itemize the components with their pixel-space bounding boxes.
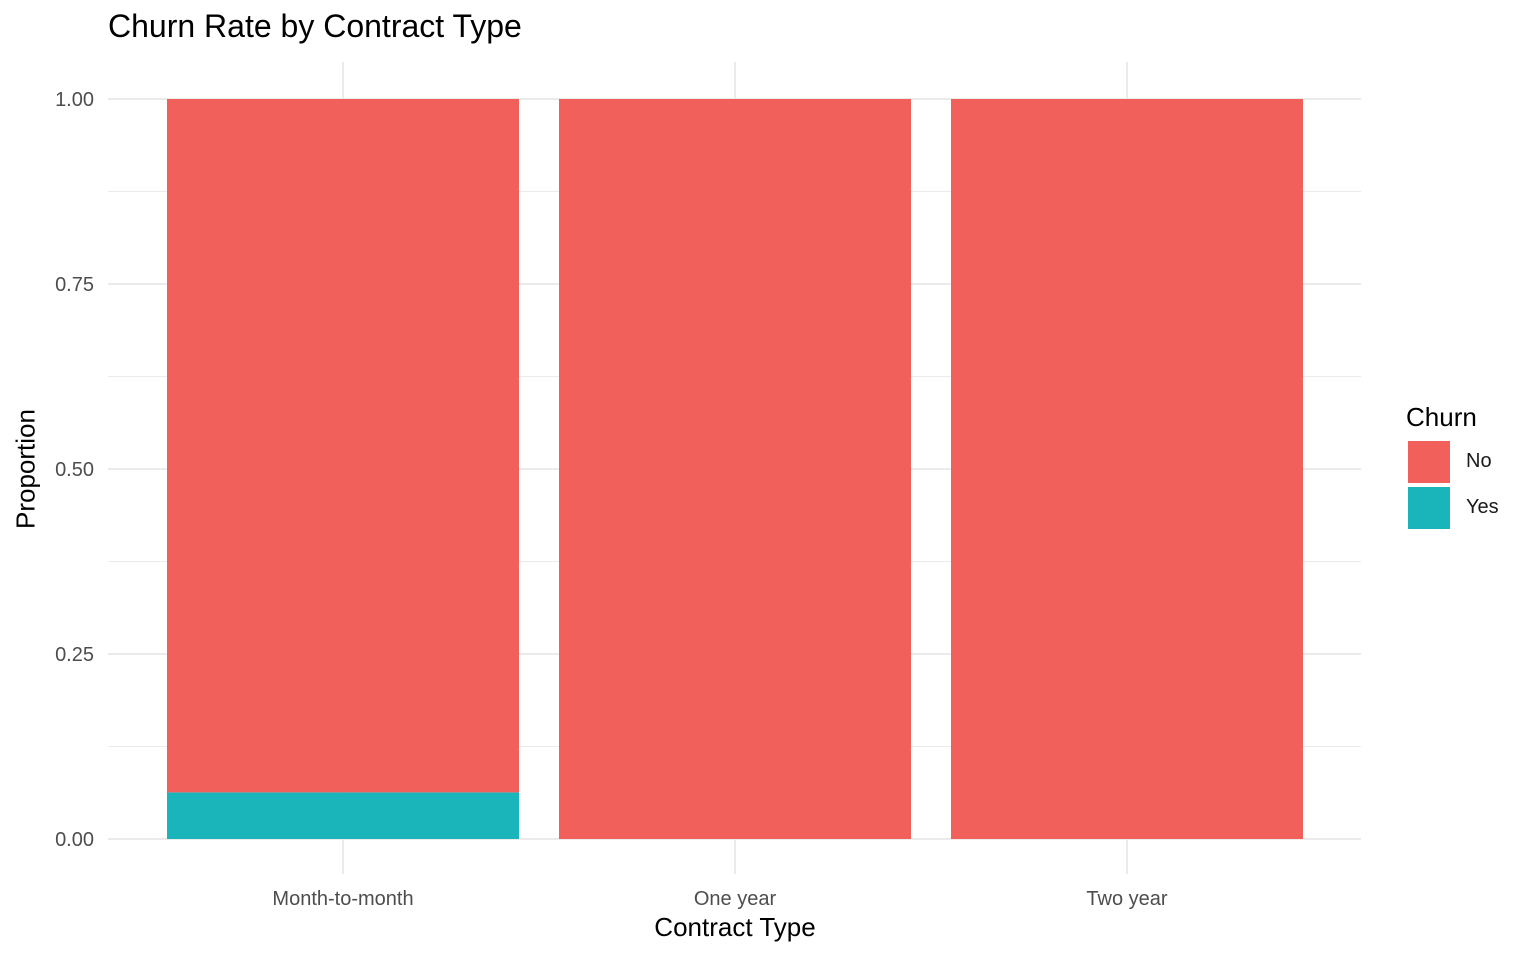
bar-yes-0 xyxy=(167,792,519,839)
y-axis-title: Proportion xyxy=(10,409,41,529)
x-tick-label: One year xyxy=(694,888,777,910)
bar-no-0 xyxy=(167,99,519,793)
legend-item-yes: Yes xyxy=(1406,485,1531,530)
legend-key-yes xyxy=(1408,486,1450,529)
x-axis-title: Contract Type xyxy=(654,912,816,942)
x-tick-label: Two year xyxy=(1086,888,1167,910)
legend-label-yes: Yes xyxy=(1466,496,1499,518)
legend-item-no: No xyxy=(1406,439,1531,484)
bar-no-2 xyxy=(951,99,1303,839)
legend: Churn No Yes xyxy=(1406,400,1531,530)
y-tick-label: 0.50 xyxy=(55,459,94,481)
y-tick-label: 1.00 xyxy=(55,89,94,111)
chart-title: Churn Rate by Contract Type xyxy=(108,8,522,44)
y-tick-label: 0.75 xyxy=(55,274,94,296)
bar-no-1 xyxy=(559,99,911,839)
legend-title: Churn xyxy=(1406,402,1477,432)
x-tick-label: Month-to-month xyxy=(272,888,413,910)
y-tick-label: 0.25 xyxy=(55,644,94,666)
y-tick-label: 0.00 xyxy=(55,829,94,851)
legend-label-no: No xyxy=(1466,450,1492,472)
legend-key-no xyxy=(1408,440,1450,483)
